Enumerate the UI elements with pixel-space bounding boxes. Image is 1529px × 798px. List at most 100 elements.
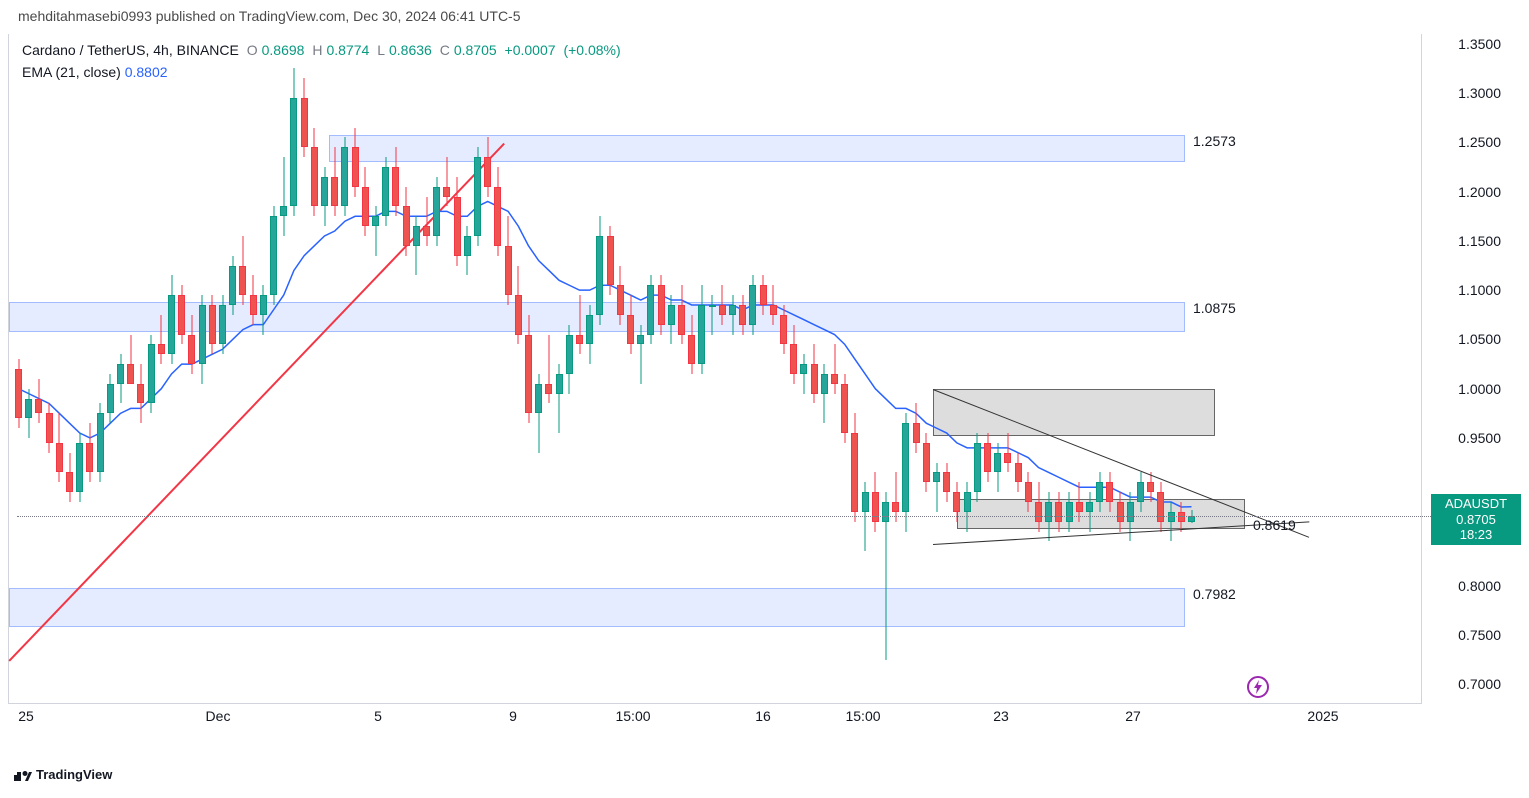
candle [362,34,369,704]
wedge-label: 0.8619 [1253,517,1296,533]
candle [1106,34,1113,704]
candle [168,34,175,704]
candle [556,34,563,704]
candle [209,34,216,704]
zone-label: 1.2573 [1193,133,1236,149]
candle [586,34,593,704]
y-tick: 1.1500 [1458,233,1501,249]
candle [892,34,899,704]
candle [984,34,991,704]
candle [790,34,797,704]
current-price-line [17,516,1431,517]
candle [994,34,1001,704]
lightning-icon[interactable] [1247,676,1269,698]
candle [464,34,471,704]
x-tick: 15:00 [615,708,650,724]
candle [831,34,838,704]
candle [137,34,144,704]
candle [780,34,787,704]
candle [943,34,950,704]
candle [1117,34,1124,704]
y-tick: 0.8000 [1458,578,1501,594]
y-axis: 1.35001.30001.25001.20001.15001.10001.05… [1429,34,1529,704]
candle [1015,34,1022,704]
y-tick: 0.7500 [1458,627,1501,643]
candle [902,34,909,704]
candle [1178,34,1185,704]
candle [1157,34,1164,704]
candle [413,34,420,704]
candle [647,34,654,704]
candle [1137,34,1144,704]
candle [454,34,461,704]
candle [117,34,124,704]
candle [178,34,185,704]
x-tick: 16 [755,708,771,724]
candle [515,34,522,704]
x-axis: 25Dec5915:001615:0023272025 [8,704,1422,728]
candle [76,34,83,704]
candle [443,34,450,704]
candle [260,34,267,704]
candle [913,34,920,704]
candle [851,34,858,704]
candle [872,34,879,704]
y-tick: 1.2500 [1458,134,1501,150]
candle [974,34,981,704]
candle [86,34,93,704]
x-tick: 9 [509,708,517,724]
ema-info: EMA (21, close) 0.8802 [22,64,168,80]
candle [953,34,960,704]
zone-label: 1.0875 [1193,300,1236,316]
candle [229,34,236,704]
candle [770,34,777,704]
candle [505,34,512,704]
x-tick: 2025 [1307,708,1338,724]
candle [668,34,675,704]
candle [1025,34,1032,704]
candle [627,34,634,704]
zone-label: 0.7982 [1193,586,1236,602]
candle [321,34,328,704]
y-tick: 1.0500 [1458,331,1501,347]
candle [46,34,53,704]
x-tick: 27 [1125,708,1141,724]
candle [97,34,104,704]
candle [250,34,257,704]
candle [280,34,287,704]
candle [658,34,665,704]
y-tick: 1.2000 [1458,184,1501,200]
candle [535,34,542,704]
candle [372,34,379,704]
candle [688,34,695,704]
candle [239,34,246,704]
candle [719,34,726,704]
candle [270,34,277,704]
x-tick: Dec [206,708,231,724]
candle [964,34,971,704]
candle [841,34,848,704]
candle [341,34,348,704]
symbol-info: Cardano / TetherUS, 4h, BINANCE O0.8698 … [22,42,625,58]
candle [1004,34,1011,704]
candle [188,34,195,704]
candle [423,34,430,704]
candle [1045,34,1052,704]
candle [290,34,297,704]
chart-area[interactable]: 1.2573 1.0875 0.7982 0.8619 [8,34,1422,704]
candle [698,34,705,704]
y-tick: 1.3000 [1458,85,1501,101]
publish-header: mehditahmasebi0993 published on TradingV… [18,8,521,24]
price-badge-current: ADAUSDT0.870518:23 [1431,494,1521,545]
candle [709,34,716,704]
candle [596,34,603,704]
candle [433,34,440,704]
candle [331,34,338,704]
candle [392,34,399,704]
candle [800,34,807,704]
candle [811,34,818,704]
candle [749,34,756,704]
x-tick: 23 [993,708,1009,724]
y-tick: 1.3500 [1458,36,1501,52]
candle [545,34,552,704]
